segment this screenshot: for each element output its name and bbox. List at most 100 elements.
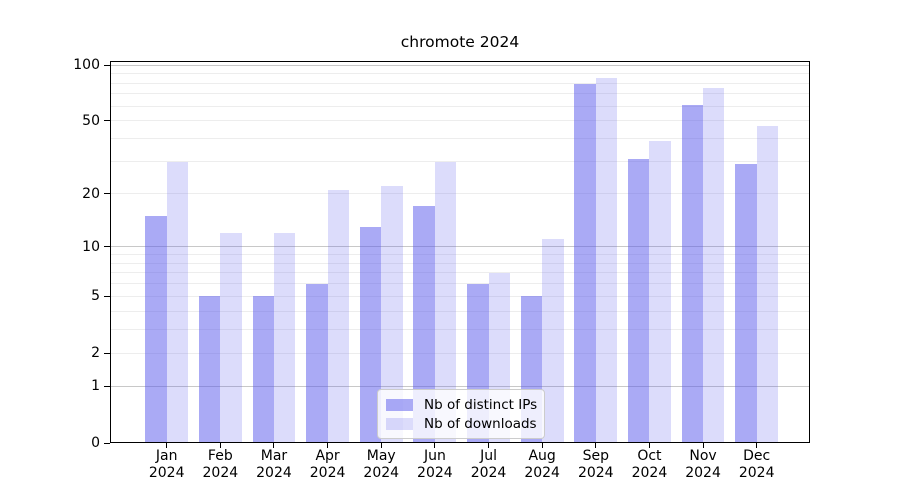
minor-gridline (110, 253, 810, 255)
bar-downloads (703, 88, 725, 443)
x-tick-label-year: 2024 (577, 465, 614, 481)
x-tick-label: Nov 2024 (671, 448, 735, 482)
major-gridline (110, 246, 810, 248)
bar-downloads (595, 78, 618, 443)
legend-label-downloads: Nb of downloads (424, 415, 537, 432)
minor-gridline (110, 193, 810, 195)
x-tick (756, 443, 758, 448)
major-gridline (110, 64, 810, 66)
chart-title: chromote 2024 (400, 33, 520, 51)
minor-gridline (110, 93, 810, 95)
bar-downloads (273, 232, 296, 443)
x-tick (327, 443, 329, 448)
legend-item-distinct-ips: Nb of distinct IPs (386, 395, 538, 414)
x-tick (541, 443, 543, 448)
minor-gridline (110, 310, 810, 312)
y-tick-label: 1 (91, 378, 100, 395)
minor-gridline (110, 283, 810, 285)
x-tick-label-year: 2024 (470, 465, 507, 481)
bar-downloads (542, 239, 564, 443)
bar-downloads (220, 232, 242, 443)
bar-downloads (166, 161, 189, 443)
bar-distinct-ips (413, 206, 435, 443)
bar-downloads (756, 125, 779, 443)
minor-gridline (110, 352, 810, 354)
minor-gridline (110, 105, 810, 107)
x-tick (702, 443, 704, 448)
y-tick (104, 385, 110, 387)
x-tick-label-year: 2024 (363, 465, 400, 481)
x-tick-label: Dec 2024 (725, 448, 789, 482)
x-tick (166, 443, 168, 448)
bar-distinct-ips (359, 226, 382, 443)
x-tick-label-year: 2024 (417, 465, 453, 481)
minor-gridline (110, 82, 810, 84)
legend-item-downloads: Nb of downloads (386, 414, 537, 433)
x-tick (488, 443, 490, 448)
bar-downloads (434, 161, 457, 443)
bar-distinct-ips (681, 104, 704, 443)
minor-gridline (110, 120, 810, 122)
x-tick-label: Apr 2024 (296, 448, 360, 482)
x-tick (595, 443, 597, 448)
x-tick-label-year: 2024 (524, 465, 560, 481)
plot-area (110, 61, 810, 443)
x-tick-label-year: 2024 (309, 465, 346, 481)
bar-distinct-ips (198, 296, 221, 443)
minor-gridline (110, 138, 810, 140)
x-tick-label: Feb 2024 (188, 448, 252, 482)
minor-gridline (110, 295, 810, 297)
y-tick (104, 246, 110, 248)
y-tick-label: 0 (91, 435, 100, 451)
bar-distinct-ips (627, 159, 650, 443)
y-tick (104, 120, 110, 122)
x-tick-label: Jun 2024 (403, 448, 467, 482)
x-tick-label-year: 2024 (738, 465, 775, 481)
y-tick-label: 20 (82, 185, 100, 202)
minor-gridline (110, 328, 810, 330)
x-tick (648, 443, 650, 448)
y-tick-label: 10 (82, 238, 100, 255)
x-tick (434, 443, 436, 448)
minor-gridline (110, 272, 810, 274)
x-tick-label: Jan 2024 (135, 448, 199, 482)
x-tick-label-year: 2024 (685, 465, 721, 481)
x-tick-label: Sep 2024 (564, 448, 628, 482)
x-tick (219, 443, 221, 448)
y-tick-label: 5 (91, 288, 100, 305)
y-tick (104, 64, 110, 66)
x-tick (380, 443, 382, 448)
x-tick-label: Aug 2024 (510, 448, 574, 482)
legend-swatch-distinct-ips (386, 398, 413, 411)
y-tick (104, 193, 110, 195)
y-tick (104, 295, 110, 297)
bar-distinct-ips (252, 296, 274, 443)
x-tick-label-year: 2024 (148, 465, 185, 481)
bar-distinct-ips (145, 215, 167, 443)
minor-gridline (110, 262, 810, 264)
bar-downloads (327, 189, 350, 443)
minor-gridline (110, 161, 810, 163)
y-tick-label: 2 (91, 345, 100, 362)
x-tick-label-year: 2024 (256, 465, 292, 481)
major-gridline (110, 385, 810, 387)
y-tick-label: 100 (73, 57, 100, 73)
legend: Nb of distinct IPs Nb of downloads (377, 389, 545, 439)
bar-distinct-ips (735, 164, 757, 443)
x-tick (273, 443, 275, 448)
bar-downloads (381, 186, 403, 443)
x-tick-label: Oct 2024 (617, 448, 681, 482)
y-tick (104, 442, 110, 444)
minor-gridline (110, 73, 810, 75)
bar-downloads (649, 140, 671, 443)
legend-swatch-downloads (386, 417, 413, 430)
y-tick-label: 50 (82, 112, 100, 129)
x-tick-label: May 2024 (349, 448, 413, 482)
x-tick-label: Mar 2024 (242, 448, 306, 482)
x-tick-label-year: 2024 (631, 465, 668, 481)
legend-label-distinct-ips: Nb of distinct IPs (424, 396, 538, 413)
x-tick-label: Jul 2024 (457, 448, 521, 482)
bar-distinct-ips (306, 283, 328, 443)
y-tick (104, 352, 110, 354)
